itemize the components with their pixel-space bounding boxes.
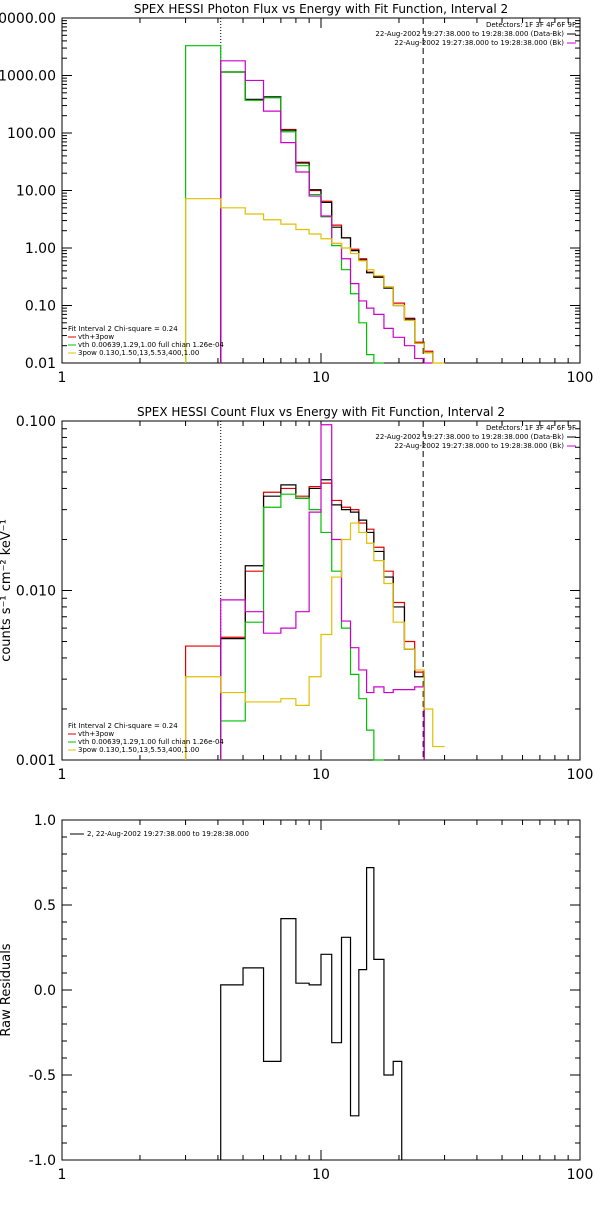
legend-entry: 3pow 0.130,1.50,13,5.53,400,1.00 <box>78 349 199 357</box>
y-tick-label: 1.00 <box>25 241 56 257</box>
legend-detectors: Detectors: 1F 3F 4F 6F 9F <box>486 424 576 432</box>
y-tick-label: 1000.00 <box>0 69 56 85</box>
series-line-2 <box>220 493 384 761</box>
legend-bk-interval: 22-Aug-2002 19:27:38.000 to 19:28:38.000… <box>394 442 564 450</box>
y-tick-label: 100.00 <box>7 126 56 142</box>
legend-entry: vth 0.00639,1.29,1.00 full chian 1.26e-0… <box>78 738 224 746</box>
y-tick-label: 0.001 <box>16 753 56 769</box>
y-tick-label: 0.010 <box>16 584 56 600</box>
y-tick-label: -1.0 <box>29 1153 56 1169</box>
y-tick-label: 0.5 <box>34 898 56 914</box>
legend-fit-info: Fit Interval 2 Chi-square = 0.24 <box>68 325 178 333</box>
legend-data-interval: 22-Aug-2002 19:27:38.000 to 19:28:38.000… <box>375 433 564 441</box>
legend-entry: 3pow 0.130,1.50,13,5.53,400,1.00 <box>78 746 199 754</box>
x-tick-label: 1 <box>58 767 67 783</box>
legend-bk-interval: 22-Aug-2002 19:27:38.000 to 19:28:38.000… <box>394 39 564 47</box>
series-line-4 <box>184 198 445 364</box>
y-tick-label: 1.0 <box>34 813 56 829</box>
y-axis-label: counts s⁻¹ cm⁻² keV⁻¹ <box>0 519 14 662</box>
series-line-1 <box>220 479 425 760</box>
x-tick-label: 100 <box>567 767 594 783</box>
series-line-3 <box>220 60 433 364</box>
x-tick-label: 10 <box>312 370 330 386</box>
y-tick-label: 0.100 <box>16 414 56 430</box>
series-line-1 <box>220 71 434 363</box>
y-tick-label: 0.10 <box>25 299 56 315</box>
chart-title: SPEX HESSI Count Flux vs Energy with Fit… <box>137 405 505 419</box>
series-line-0 <box>220 71 434 363</box>
legend-entry: vth 0.00639,1.29,1.00 full chian 1.26e-0… <box>78 341 224 349</box>
x-tick-label: 1 <box>58 370 67 386</box>
series-line-4 <box>184 522 445 760</box>
x-tick-label: 1 <box>58 1167 67 1183</box>
series-line-3 <box>220 424 425 760</box>
legend-residual-interval: 2, 22-Aug-2002 19:27:38.000 to 19:28:38.… <box>87 830 249 838</box>
y-tick-label: 0.01 <box>25 356 56 372</box>
chart-title: SPEX HESSI Photon Flux vs Energy with Fi… <box>134 2 508 16</box>
series-line-2 <box>184 45 384 364</box>
legend-data-interval: 22-Aug-2002 19:27:38.000 to 19:28:38.000… <box>375 30 564 38</box>
y-tick-label: 10.00 <box>16 184 56 200</box>
legend-entry: vth+3pow <box>78 333 114 341</box>
y-tick-label: 0.0 <box>34 983 56 999</box>
series-line-0 <box>220 867 403 1160</box>
legend-entry: vth+3pow <box>78 730 114 738</box>
x-tick-label: 10 <box>312 1167 330 1183</box>
y-tick-label: -0.5 <box>29 1068 56 1084</box>
x-tick-label: 100 <box>567 370 594 386</box>
y-tick-label: 0000.00 <box>0 11 56 27</box>
x-tick-label: 10 <box>312 767 330 783</box>
legend-detectors: Detectors: 1F 3F 4F 6F 9F <box>486 21 576 29</box>
plot-frame <box>61 819 581 1161</box>
series-line-0 <box>184 482 425 760</box>
x-tick-label: 100 <box>567 1167 594 1183</box>
legend-fit-info: Fit Interval 2 Chi-square = 0.24 <box>68 722 178 730</box>
y-axis-label: Raw Residuals <box>0 943 14 1036</box>
